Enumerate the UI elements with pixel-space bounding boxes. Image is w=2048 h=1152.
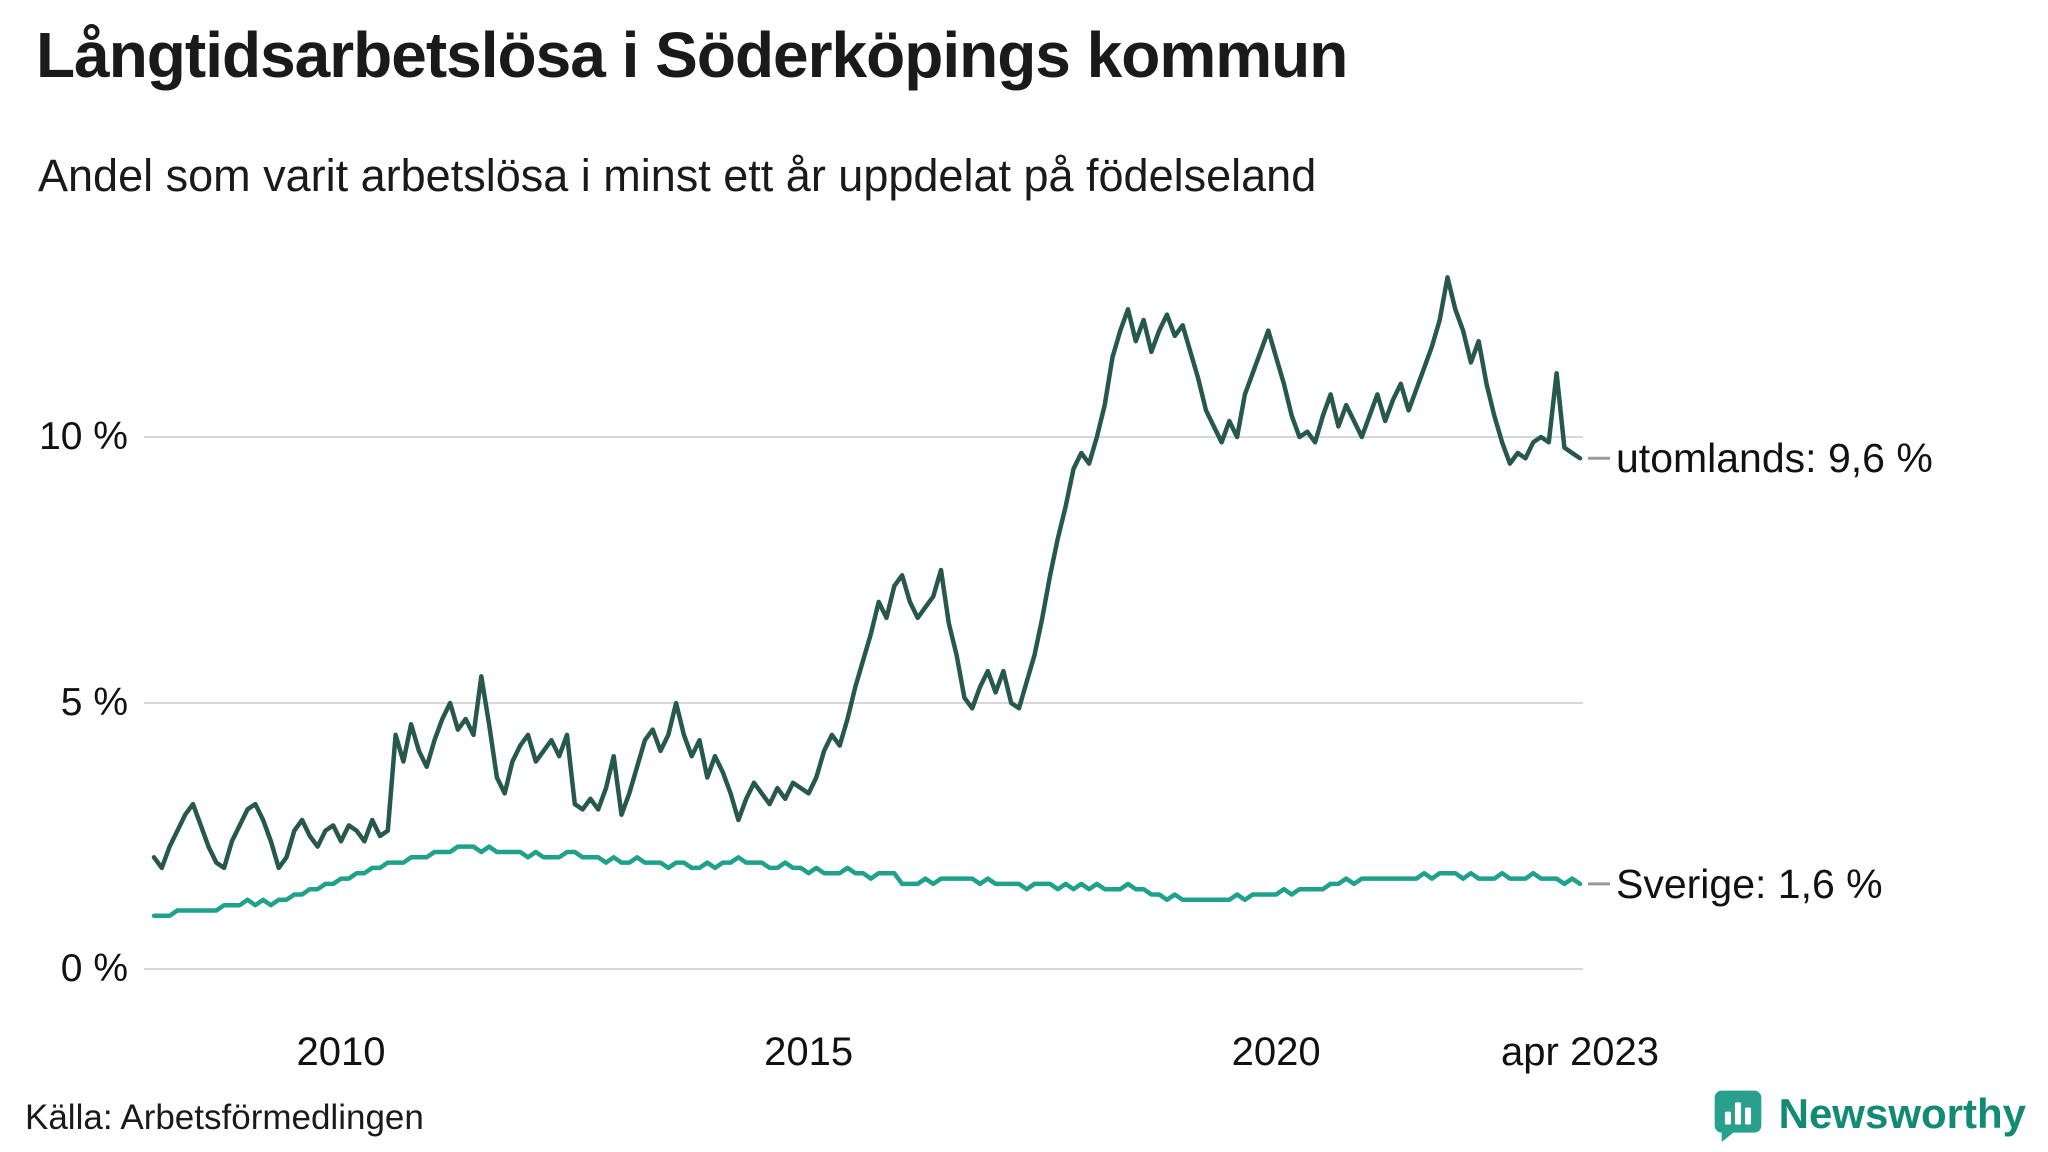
newsworthy-wordmark: Newsworthy bbox=[1778, 1090, 2026, 1137]
source-note: Källa: Arbetsförmedlingen bbox=[25, 1098, 424, 1137]
chart-title: Långtidsarbetslösa i Söderköpings kommun bbox=[36, 19, 1348, 91]
chart-subtitle: Andel som varit arbetslösa i minst ett å… bbox=[38, 150, 1317, 201]
newsworthy-bar-chart-icon bbox=[1710, 1086, 1766, 1142]
series-line-Sverige bbox=[151, 844, 1583, 919]
newsworthy-logo: Newsworthy bbox=[1710, 1086, 2026, 1142]
series-line-utomlands bbox=[151, 275, 1583, 871]
